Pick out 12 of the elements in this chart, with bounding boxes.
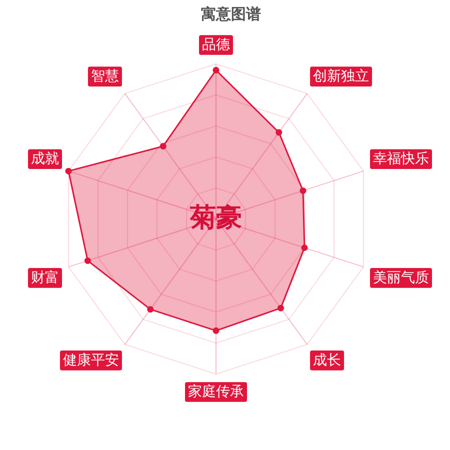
spoke-label: 品德 [202, 37, 230, 54]
chart-title: 寓意图谱 [201, 4, 261, 23]
spoke-label: 家庭传承 [188, 384, 244, 400]
spoke-label: 成长 [313, 352, 342, 369]
spoke-label: 财富 [31, 270, 59, 286]
spoke-label: 创新独立 [313, 68, 370, 85]
spoke-label: 美丽气质 [373, 270, 429, 286]
spoke-label: 成就 [31, 151, 59, 168]
spoke-label: 幸福快乐 [373, 151, 429, 168]
spoke-label: 智慧 [90, 68, 119, 85]
text: 菊豪 [189, 202, 242, 233]
spoke-label: 健康平安 [62, 352, 119, 369]
